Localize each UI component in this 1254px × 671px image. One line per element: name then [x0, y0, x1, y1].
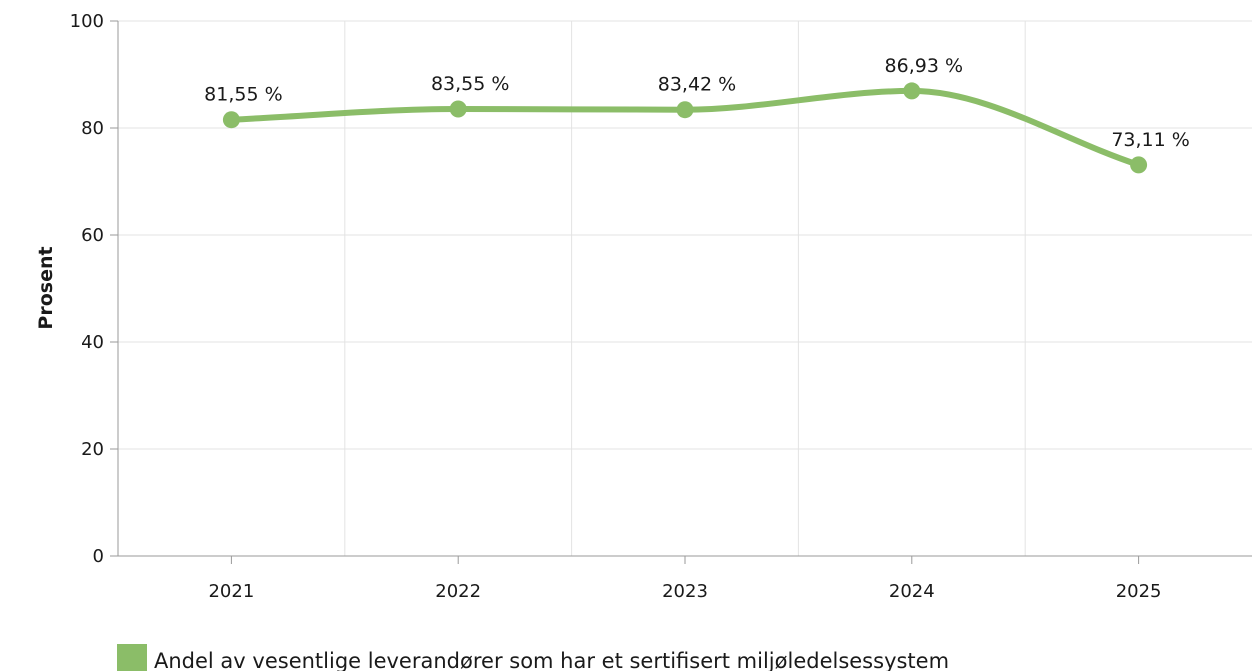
axes: 0 20 40 60 80 100 2021 2022 2023 2024 2025	[70, 11, 1252, 602]
series-layer	[222, 82, 1148, 174]
data-point[interactable]	[449, 100, 467, 118]
y-tick-label: 80	[81, 118, 104, 139]
x-tick-label: 2021	[208, 581, 254, 602]
data-point[interactable]	[676, 101, 694, 119]
y-axis-label: Prosent	[35, 246, 57, 329]
legend-swatch	[117, 644, 147, 671]
x-tick-label: 2024	[889, 581, 935, 602]
data-label: 83,55 %	[431, 73, 510, 95]
y-tick-label: 40	[81, 332, 104, 353]
data-point[interactable]	[903, 82, 921, 100]
data-labels: 81,55 % 83,55 % 83,42 % 86,93 % 73,11 %	[204, 55, 1190, 151]
y-tick-label: 0	[93, 546, 104, 567]
legend[interactable]: Andel av vesentlige leverandører som har…	[117, 644, 949, 671]
data-point[interactable]	[1130, 156, 1148, 174]
x-tick-label: 2023	[662, 581, 708, 602]
y-tick-label: 100	[70, 11, 104, 32]
x-tick-label: 2022	[435, 581, 481, 602]
legend-label: Andel av vesentlige leverandører som har…	[154, 649, 949, 671]
x-tick-label: 2025	[1116, 581, 1162, 602]
y-tick-label: 20	[81, 439, 104, 460]
data-label: 81,55 %	[204, 84, 283, 106]
data-label: 86,93 %	[885, 55, 964, 77]
y-tick-label: 60	[81, 225, 104, 246]
data-label: 83,42 %	[658, 74, 737, 96]
data-point[interactable]	[222, 111, 240, 129]
data-label: 73,11 %	[1111, 129, 1190, 151]
